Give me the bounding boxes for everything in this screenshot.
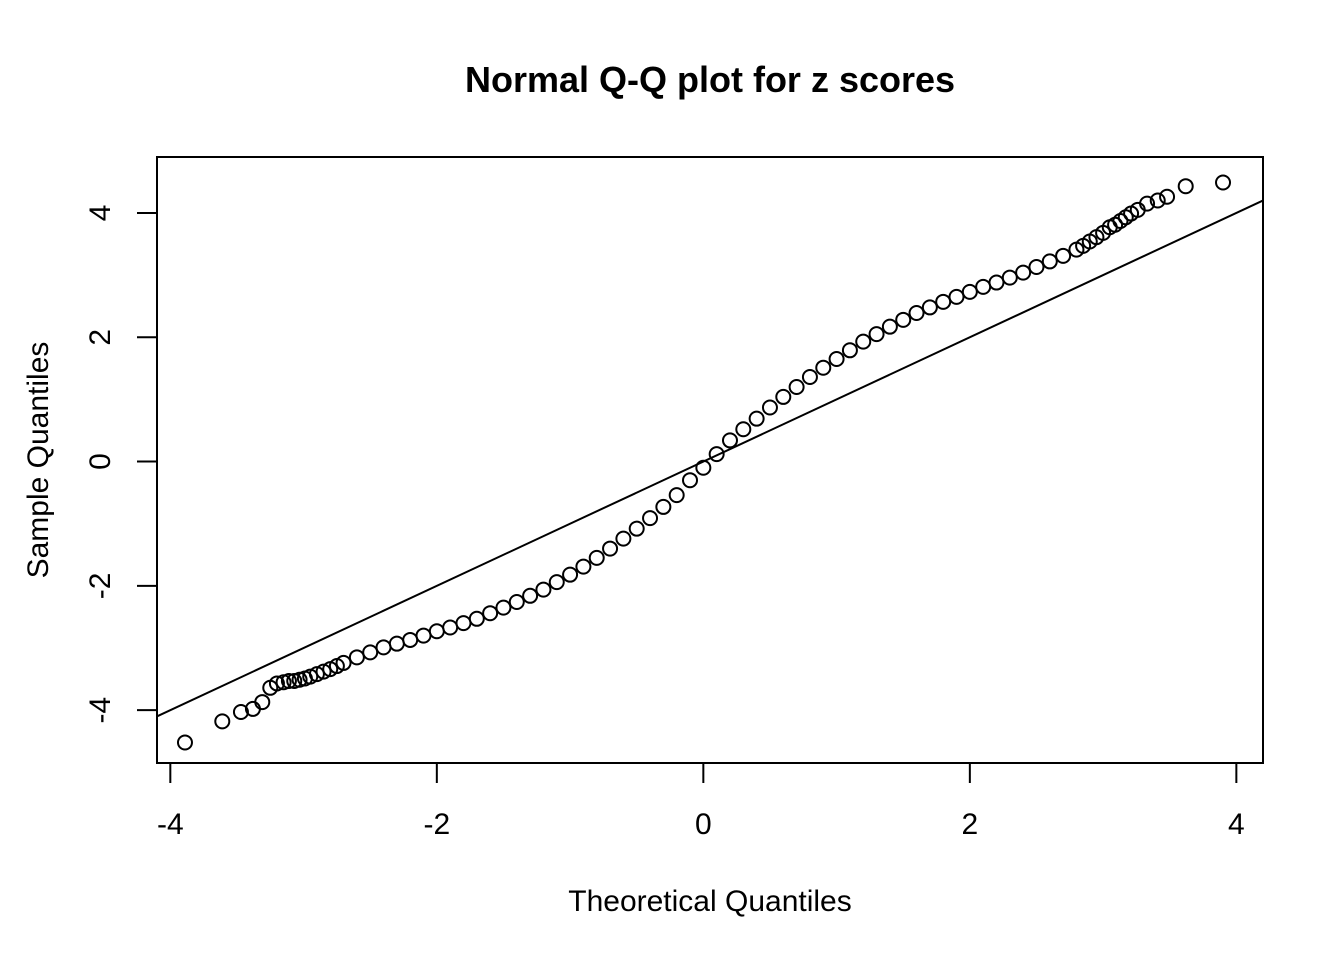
x-axis-label: Theoretical Quantiles — [568, 885, 851, 918]
data-point — [402, 631, 419, 648]
data-point — [428, 623, 445, 640]
data-point — [254, 694, 271, 711]
y-axis-label: Sample Quantiles — [22, 342, 55, 579]
y-tick-label: 2 — [84, 329, 117, 346]
data-point — [708, 446, 725, 463]
data-points — [176, 174, 1232, 751]
data-point — [748, 410, 765, 427]
data-point — [1041, 253, 1058, 270]
data-point — [935, 293, 952, 310]
x-tick-label: -4 — [157, 808, 184, 841]
data-point — [1055, 247, 1072, 264]
data-point — [975, 278, 992, 295]
data-point — [562, 566, 579, 583]
data-point — [682, 472, 699, 489]
data-point — [280, 672, 297, 689]
x-tick-label: 4 — [1228, 808, 1245, 841]
data-point — [214, 713, 231, 730]
data-point — [642, 510, 659, 527]
data-point — [855, 333, 872, 350]
data-point — [1159, 188, 1176, 205]
data-point — [495, 599, 512, 616]
data-point — [615, 530, 632, 547]
data-point — [1139, 195, 1156, 212]
data-point — [1149, 192, 1166, 209]
data-point — [788, 378, 805, 395]
data-point — [455, 615, 472, 632]
data-point — [988, 274, 1005, 291]
data-point — [948, 288, 965, 305]
chart-title: Normal Q-Q plot for z scores — [465, 59, 955, 100]
data-point — [655, 498, 672, 515]
data-point — [828, 351, 845, 367]
data-point — [176, 734, 193, 751]
data-point — [868, 326, 885, 343]
data-point — [908, 305, 925, 322]
data-point — [961, 283, 978, 300]
data-point — [348, 649, 365, 666]
data-point — [1028, 259, 1045, 276]
data-point — [468, 610, 485, 627]
data-point — [442, 619, 459, 636]
y-tick-label: -2 — [84, 573, 117, 600]
data-point — [482, 605, 499, 622]
data-point — [268, 675, 285, 692]
data-point — [921, 299, 938, 316]
data-point — [362, 644, 379, 661]
data-point — [895, 311, 912, 328]
data-point — [508, 594, 525, 611]
data-point — [735, 421, 752, 438]
data-point — [815, 359, 832, 376]
data-point — [302, 668, 319, 685]
data-point — [535, 581, 552, 598]
data-point — [881, 318, 898, 335]
data-point — [801, 369, 818, 386]
reference-line — [157, 199, 1263, 718]
data-point — [1177, 178, 1194, 195]
reference-line-group — [157, 199, 1263, 718]
data-point — [761, 399, 778, 416]
x-tick-label: 2 — [961, 808, 978, 841]
data-point — [415, 627, 432, 644]
data-point — [232, 704, 249, 721]
y-tick-label: 4 — [84, 205, 117, 222]
data-point — [1001, 269, 1018, 286]
data-point — [335, 654, 352, 671]
y-tick-label: 0 — [84, 453, 117, 470]
data-point — [775, 388, 792, 405]
data-point — [1015, 264, 1032, 281]
data-point — [588, 549, 605, 566]
data-point — [548, 574, 565, 591]
data-point — [721, 432, 738, 449]
data-point — [602, 540, 619, 557]
x-tick-label: 0 — [695, 808, 712, 841]
y-tick-label: -4 — [84, 697, 117, 724]
data-point — [522, 587, 539, 604]
data-point — [375, 639, 392, 656]
data-point — [315, 663, 332, 680]
x-tick-label: -2 — [423, 808, 450, 841]
data-point — [575, 558, 592, 575]
data-point — [388, 635, 405, 652]
data-point — [308, 666, 325, 683]
data-point — [628, 520, 645, 537]
y-axis: -4 -2 0 2 4 — [84, 205, 158, 724]
x-axis: -4 -2 0 2 4 — [157, 762, 1245, 841]
data-point — [668, 487, 685, 504]
data-point — [1215, 174, 1232, 191]
data-point — [841, 342, 858, 359]
